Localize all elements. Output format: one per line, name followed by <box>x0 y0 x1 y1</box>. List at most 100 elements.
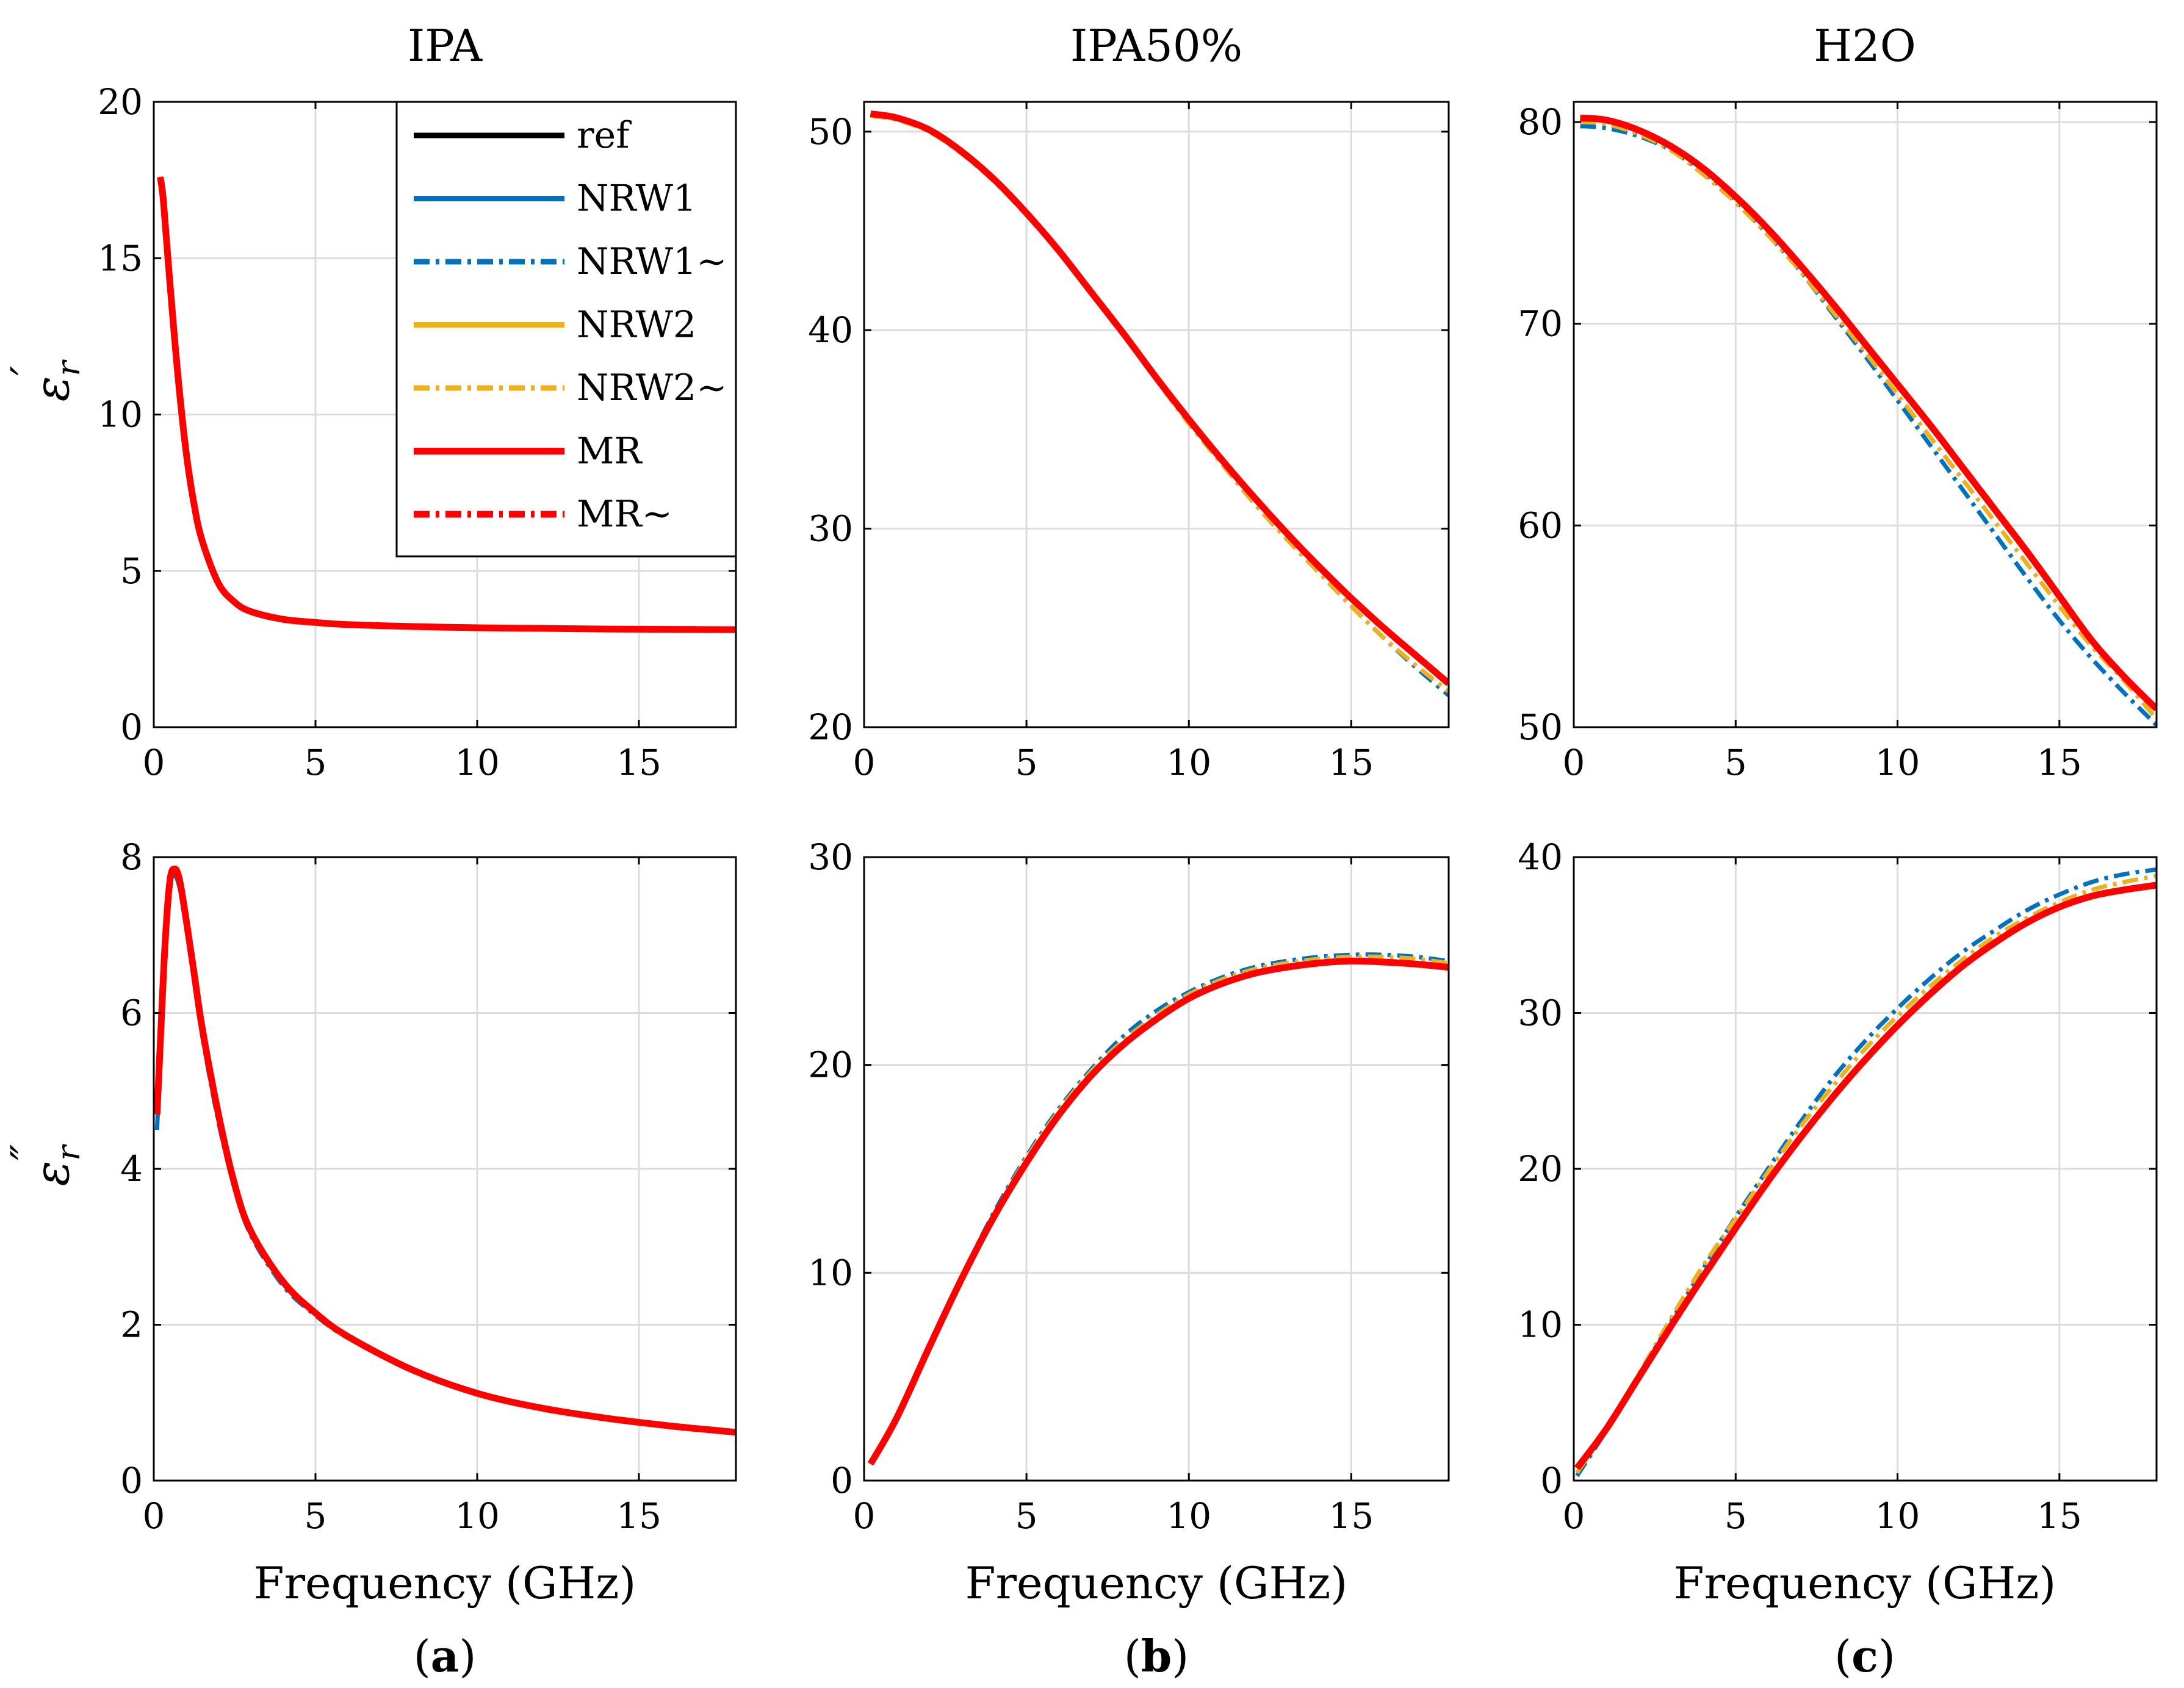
y-tick-label: 6 <box>120 993 143 1034</box>
title-h2o: H2O <box>1814 20 1916 71</box>
series-group <box>867 952 1449 1466</box>
plot-b_top: 0 5 10 15 20 30 40 50 <box>808 101 1450 783</box>
x-tick-label: 10 <box>1875 1495 1920 1537</box>
series-line-mr <box>867 957 1449 1466</box>
series-group <box>1580 115 2157 727</box>
y-tick-label: 0 <box>1540 1460 1563 1501</box>
x-tick-label: 15 <box>2037 742 2082 783</box>
caption-c: (c) <box>1834 1630 1895 1682</box>
y-tick-label: 40 <box>808 309 853 351</box>
x-tick-label: 5 <box>1015 742 1038 783</box>
x-tick-label: 5 <box>305 1495 327 1537</box>
legend-label: NRW2~ <box>577 367 727 409</box>
x-tick-label: 5 <box>305 742 327 783</box>
axes-frame <box>863 856 1450 1482</box>
y-tick-label: 60 <box>1518 505 1563 546</box>
legend-entry: NRW1~ <box>414 240 727 283</box>
y-tick-label: 80 <box>1518 101 1563 143</box>
series-group <box>1574 867 2157 1478</box>
x-tick-label: 10 <box>455 1495 500 1537</box>
axes-background <box>864 857 1449 1481</box>
plot-a_bottom: 0 5 10 15 0 2 4 6 8 <box>120 836 737 1537</box>
y-tick-label: 30 <box>808 508 853 550</box>
x-tick-label: 10 <box>1875 742 1920 783</box>
ylabel-top-symbol: ε <box>25 376 80 402</box>
y-tick-label: 50 <box>1518 706 1563 748</box>
y-tick-label: 4 <box>120 1148 143 1190</box>
x-tick-label: 0 <box>1563 742 1585 783</box>
y-tick-label: 0 <box>120 1460 143 1501</box>
legend-entry: NRW2 <box>414 304 696 347</box>
axes-frame <box>863 101 1450 728</box>
svg-text:εr′: εr′ <box>2 359 87 402</box>
x-tick-label: 15 <box>616 1495 661 1537</box>
x-tick-label: 0 <box>143 1495 165 1537</box>
plot-c_top: 0 5 10 15 50 60 70 80 <box>1518 101 2158 783</box>
xlabel-c: Frequency (GHz) <box>1674 1557 2056 1609</box>
series-line-nrw2-tilde <box>868 954 1449 1465</box>
x-tick-label: 10 <box>1166 1495 1211 1537</box>
y-tick-label: 5 <box>120 550 143 592</box>
x-tick-label: 5 <box>1724 742 1747 783</box>
title-ipa: IPA <box>408 20 483 71</box>
x-tick-label: 10 <box>455 742 500 783</box>
x-tick-label: 15 <box>616 742 661 783</box>
y-tick-label: 10 <box>808 1252 853 1293</box>
legend-entry: ref <box>414 114 632 157</box>
y-tick-label: 70 <box>1518 303 1563 345</box>
series-line-mr <box>870 110 1449 686</box>
legend: ref NRW1 NRW1~ NRW2 NRW2~ MR MR~ <box>395 101 737 558</box>
axes-frame <box>1573 101 2158 728</box>
ylabel-top-sub: r <box>51 359 87 376</box>
y-tick-label: 8 <box>120 836 143 878</box>
ylabel-bottom: εr″ <box>2 1144 87 1187</box>
plot-b_bottom: 0 5 10 15 0 10 20 30 <box>808 836 1450 1537</box>
y-tick-label: 10 <box>1518 1304 1563 1346</box>
y-tick-label: 20 <box>808 1044 853 1086</box>
legend-entry: MR~ <box>414 493 672 536</box>
series-group <box>154 865 736 1436</box>
series-line-mr <box>1574 882 2157 1470</box>
legend-entry: NRW2~ <box>414 367 727 409</box>
series-line-mr <box>1580 115 2157 712</box>
ylabel-top-sup: ′ <box>2 366 52 376</box>
ylabel-top: εr′ <box>2 359 87 402</box>
y-tick-label: 15 <box>98 237 143 279</box>
legend-entry: NRW1 <box>414 178 696 220</box>
y-tick-label: 20 <box>808 706 853 748</box>
ylabel-bottom-sup: ″ <box>2 1144 52 1160</box>
x-tick-label: 15 <box>1328 1495 1374 1537</box>
axes-background <box>1574 102 2157 727</box>
y-tick-label: 50 <box>808 111 853 153</box>
x-tick-label: 5 <box>1724 1495 1747 1537</box>
x-tick-label: 0 <box>143 742 165 783</box>
y-tick-label: 0 <box>120 706 143 748</box>
y-tick-label: 40 <box>1518 836 1563 878</box>
plot-c_bottom: 0 5 10 15 0 10 20 30 40 <box>1518 836 2158 1537</box>
y-tick-label: 20 <box>1518 1148 1563 1190</box>
y-tick-label: 10 <box>98 394 143 436</box>
legend-box <box>395 101 737 558</box>
series-line-nrw2-tilde <box>1575 874 2157 1474</box>
y-tick-label: 20 <box>98 81 143 123</box>
series-line-mr <box>157 176 736 633</box>
legend-label: NRW1~ <box>577 240 727 283</box>
x-tick-label: 10 <box>1166 742 1211 783</box>
x-tick-label: 0 <box>1563 1495 1585 1537</box>
xlabel-b: Frequency (GHz) <box>965 1557 1348 1609</box>
x-tick-label: 0 <box>853 742 876 783</box>
ylabel-bottom-sub: r <box>51 1144 87 1161</box>
x-tick-label: 15 <box>1328 742 1374 783</box>
series-line-mr <box>154 865 736 1436</box>
y-tick-label: 2 <box>120 1304 143 1346</box>
x-tick-label: 15 <box>2037 1495 2082 1537</box>
axes-background <box>864 102 1449 727</box>
series-group <box>870 110 1449 697</box>
legend-entry: MR <box>414 430 643 473</box>
ylabel-bottom-symbol: ε <box>25 1161 80 1187</box>
y-tick-label: 30 <box>1518 993 1563 1034</box>
x-tick-label: 5 <box>1015 1495 1038 1537</box>
xlabel-a: Frequency (GHz) <box>254 1557 636 1609</box>
